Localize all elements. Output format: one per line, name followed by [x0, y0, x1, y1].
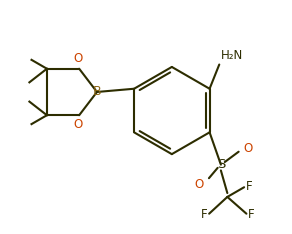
Text: O: O — [73, 118, 82, 132]
Text: B: B — [93, 85, 101, 99]
Text: O: O — [73, 52, 82, 66]
Text: F: F — [246, 180, 252, 193]
Text: O: O — [194, 178, 204, 190]
Text: F: F — [248, 208, 255, 221]
Text: O: O — [244, 142, 253, 155]
Text: F: F — [201, 208, 208, 221]
Text: S: S — [217, 158, 225, 171]
Text: H₂N: H₂N — [221, 49, 243, 62]
